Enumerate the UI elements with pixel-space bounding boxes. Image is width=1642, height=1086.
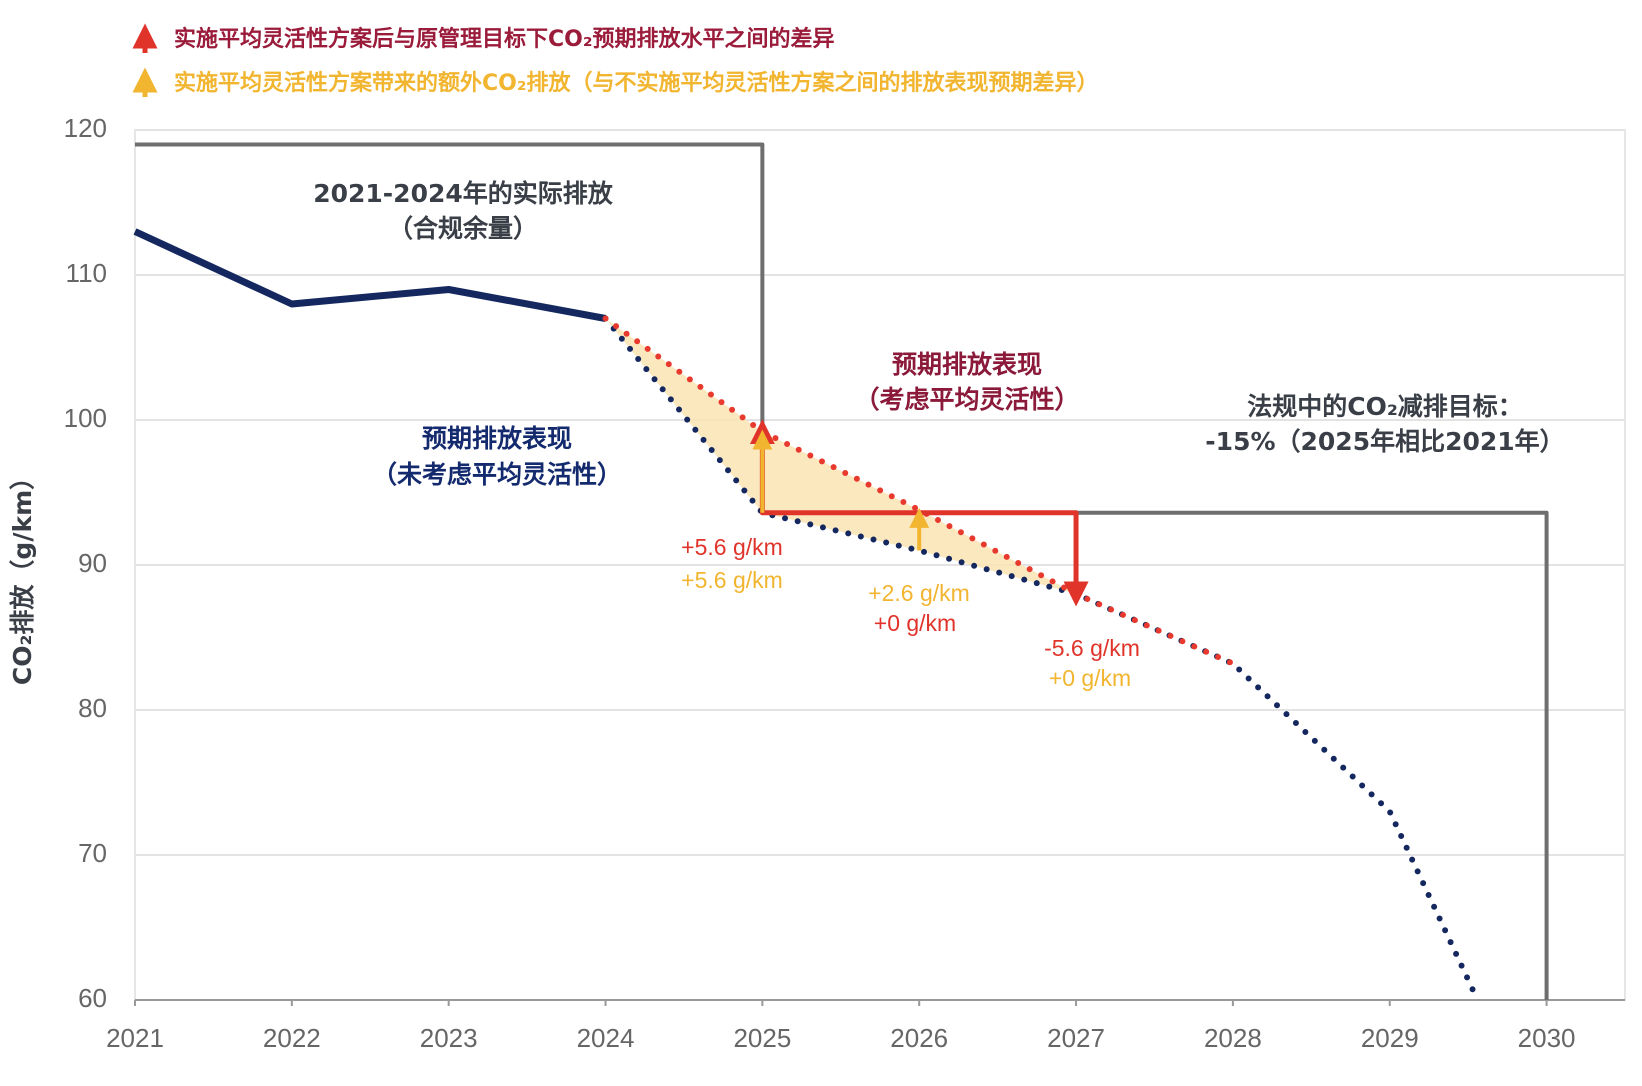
annotation: 预期排放表现	[892, 350, 1042, 379]
annotation: 法规中的CO₂减排目标：	[1247, 392, 1523, 421]
y-tick-label: 80	[78, 693, 107, 723]
x-tick-label: 2028	[1204, 1023, 1262, 1053]
annotation: （考虑平均灵活性）	[854, 385, 1079, 414]
annotation: -15%（2025年相比2021年）	[1205, 427, 1564, 456]
series-line	[133, 228, 607, 322]
x-tick-label: 2023	[420, 1023, 478, 1053]
x-tick-label: 2027	[1047, 1023, 1105, 1053]
annotation: -5.6 g/km	[1044, 635, 1140, 661]
annotation: 预期排放表现	[422, 424, 572, 453]
series-line	[135, 142, 1549, 1000]
x-tick-label: 2024	[577, 1023, 635, 1053]
legend-label: 实施平均灵活性方案带来的额外CO₂排放（与不实施平均灵活性方案之间的排放表现预期…	[174, 70, 1099, 96]
annotation: +5.6 g/km	[681, 534, 783, 560]
x-tick-label: 2026	[890, 1023, 948, 1053]
annotation: +5.6 g/km	[681, 567, 783, 593]
annotation: +0 g/km	[1049, 665, 1131, 691]
annotation: +0 g/km	[874, 610, 956, 636]
x-tick-label: 2021	[106, 1023, 164, 1053]
annotation: +2.6 g/km	[868, 580, 970, 606]
y-tick-label: 110	[66, 258, 107, 288]
y-axis-label: CO₂排放（g/km）	[8, 465, 37, 685]
y-tick-label: 60	[78, 983, 107, 1013]
y-tick-label: 100	[64, 403, 107, 433]
x-tick-label: 2030	[1518, 1023, 1576, 1053]
annotation: 2021-2024年的实际排放	[313, 179, 614, 208]
x-tick-label: 2022	[263, 1023, 321, 1053]
annotation: （未考虑平均灵活性）	[372, 460, 622, 489]
y-tick-label: 120	[64, 113, 107, 143]
series-line	[602, 315, 1236, 667]
x-tick-label: 2025	[733, 1023, 791, 1053]
annotation: （合规余量）	[388, 214, 538, 243]
x-tick-label: 2029	[1361, 1023, 1419, 1053]
legend-label: 实施平均灵活性方案后与原管理目标下CO₂预期排放水平之间的差异	[174, 26, 835, 52]
y-tick-label: 70	[78, 838, 107, 868]
y-tick-label: 90	[78, 548, 107, 578]
